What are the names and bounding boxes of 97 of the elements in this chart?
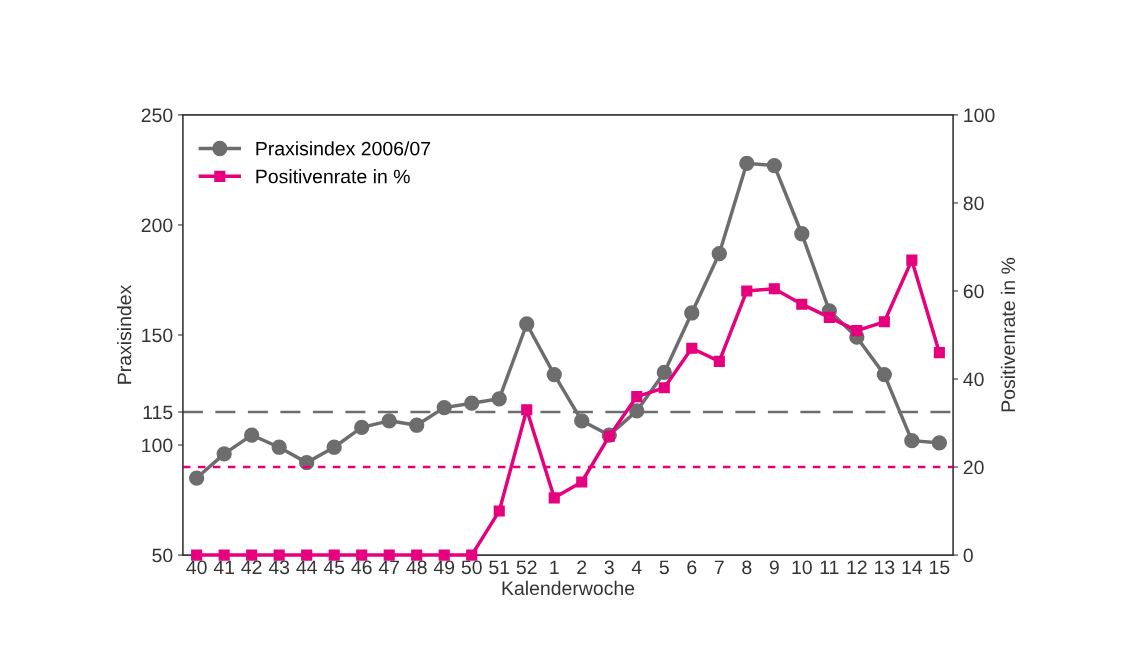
- x-tick-label: 51: [489, 560, 510, 575]
- x-tick-label: 8: [742, 560, 752, 575]
- x-tick-label: 7: [714, 560, 724, 575]
- x-tick-label: 6: [687, 560, 697, 575]
- point: [796, 298, 808, 310]
- point: [823, 311, 835, 323]
- point: [741, 285, 753, 297]
- x-tick-label: 48: [406, 560, 427, 575]
- point: [273, 549, 285, 561]
- y2-tick-label: 100: [964, 108, 995, 123]
- point: [411, 549, 423, 561]
- x-tick-label: 46: [351, 560, 372, 575]
- x-tick-label: 13: [875, 560, 895, 575]
- point: [301, 549, 313, 561]
- point: [521, 404, 533, 416]
- y-tick-label: 115: [143, 405, 173, 420]
- x-tick-label: 3: [604, 560, 614, 575]
- x-axis-title: Kalenderwoche: [502, 580, 635, 596]
- point: [381, 413, 397, 429]
- point: [519, 316, 535, 332]
- point: [409, 417, 425, 433]
- point: [904, 432, 920, 449]
- point: [191, 549, 203, 561]
- y-tick-label: 200: [141, 218, 173, 233]
- point: [216, 446, 232, 462]
- point: [189, 470, 205, 486]
- y2-tick-label: 20: [963, 460, 984, 475]
- point: [328, 549, 340, 561]
- point: [464, 395, 480, 411]
- legend-label: Positivenrate in %: [256, 169, 410, 184]
- x-tick-label: 2: [577, 560, 587, 575]
- x-tick-label: 9: [769, 560, 779, 575]
- point: [766, 157, 782, 174]
- point: [686, 342, 698, 354]
- y2-tick-label: 40: [963, 372, 984, 387]
- point: [739, 155, 755, 171]
- point: [244, 427, 260, 443]
- x-tick-label: 11: [820, 560, 839, 575]
- y2-tick-label: 0: [963, 548, 973, 563]
- point: [548, 492, 560, 504]
- y-tick-label: 250: [141, 108, 173, 123]
- y2-axis-title: Positivenrate in %: [1000, 257, 1016, 412]
- x-tick-label: 50: [461, 560, 482, 575]
- x-tick-label: 10: [792, 560, 812, 575]
- point: [466, 549, 478, 561]
- point: [768, 283, 780, 295]
- point: [576, 476, 588, 488]
- y2-tick-label: 60: [963, 284, 984, 299]
- point: [629, 403, 645, 419]
- x-tick-label: 41: [213, 560, 235, 575]
- point: [383, 549, 395, 561]
- y-tick-label: 100: [142, 438, 173, 453]
- point: [354, 419, 370, 436]
- y2-tick-label: 80: [963, 196, 984, 211]
- x-tick-label: 49: [433, 560, 455, 575]
- point: [933, 347, 945, 359]
- point: [493, 505, 505, 517]
- point: [851, 325, 863, 337]
- point: [906, 254, 918, 266]
- point: [684, 305, 700, 321]
- point: [438, 549, 450, 561]
- x-tick-label: 40: [186, 560, 207, 575]
- y-tick-label: 150: [142, 328, 173, 343]
- point: [356, 549, 368, 561]
- x-tick-label: 5: [659, 560, 669, 575]
- point: [711, 245, 727, 262]
- x-tick-label: 52: [516, 560, 537, 575]
- x-tick-label: 15: [930, 560, 950, 575]
- point: [326, 439, 342, 455]
- point: [931, 435, 947, 451]
- x-tick-label: 43: [268, 560, 290, 575]
- point: [491, 391, 507, 407]
- x-tick-label: 42: [241, 560, 262, 575]
- x-tick-label: 45: [323, 560, 345, 575]
- x-tick-label: 4: [631, 560, 642, 575]
- x-tick-label: 44: [296, 560, 317, 575]
- point: [876, 366, 892, 383]
- point: [878, 316, 890, 328]
- point: [658, 382, 670, 394]
- point: [713, 355, 725, 367]
- x-tick-label: 12: [847, 560, 867, 575]
- point: [631, 391, 643, 403]
- point: [218, 549, 230, 561]
- y-axis-title: Praxisindex: [117, 284, 132, 384]
- point: [794, 226, 810, 242]
- point: [574, 413, 590, 429]
- x-tick-label: 14: [902, 560, 923, 575]
- y-tick-label: 50: [152, 548, 173, 563]
- x-tick-label: 1: [550, 560, 559, 575]
- x-tick-label: 47: [378, 560, 400, 575]
- point: [271, 439, 287, 455]
- point: [299, 454, 315, 471]
- point: [656, 364, 672, 381]
- point: [246, 549, 258, 561]
- legend-label: Praxisindex 2006/07: [256, 141, 431, 156]
- point: [436, 399, 452, 416]
- point: [546, 366, 562, 383]
